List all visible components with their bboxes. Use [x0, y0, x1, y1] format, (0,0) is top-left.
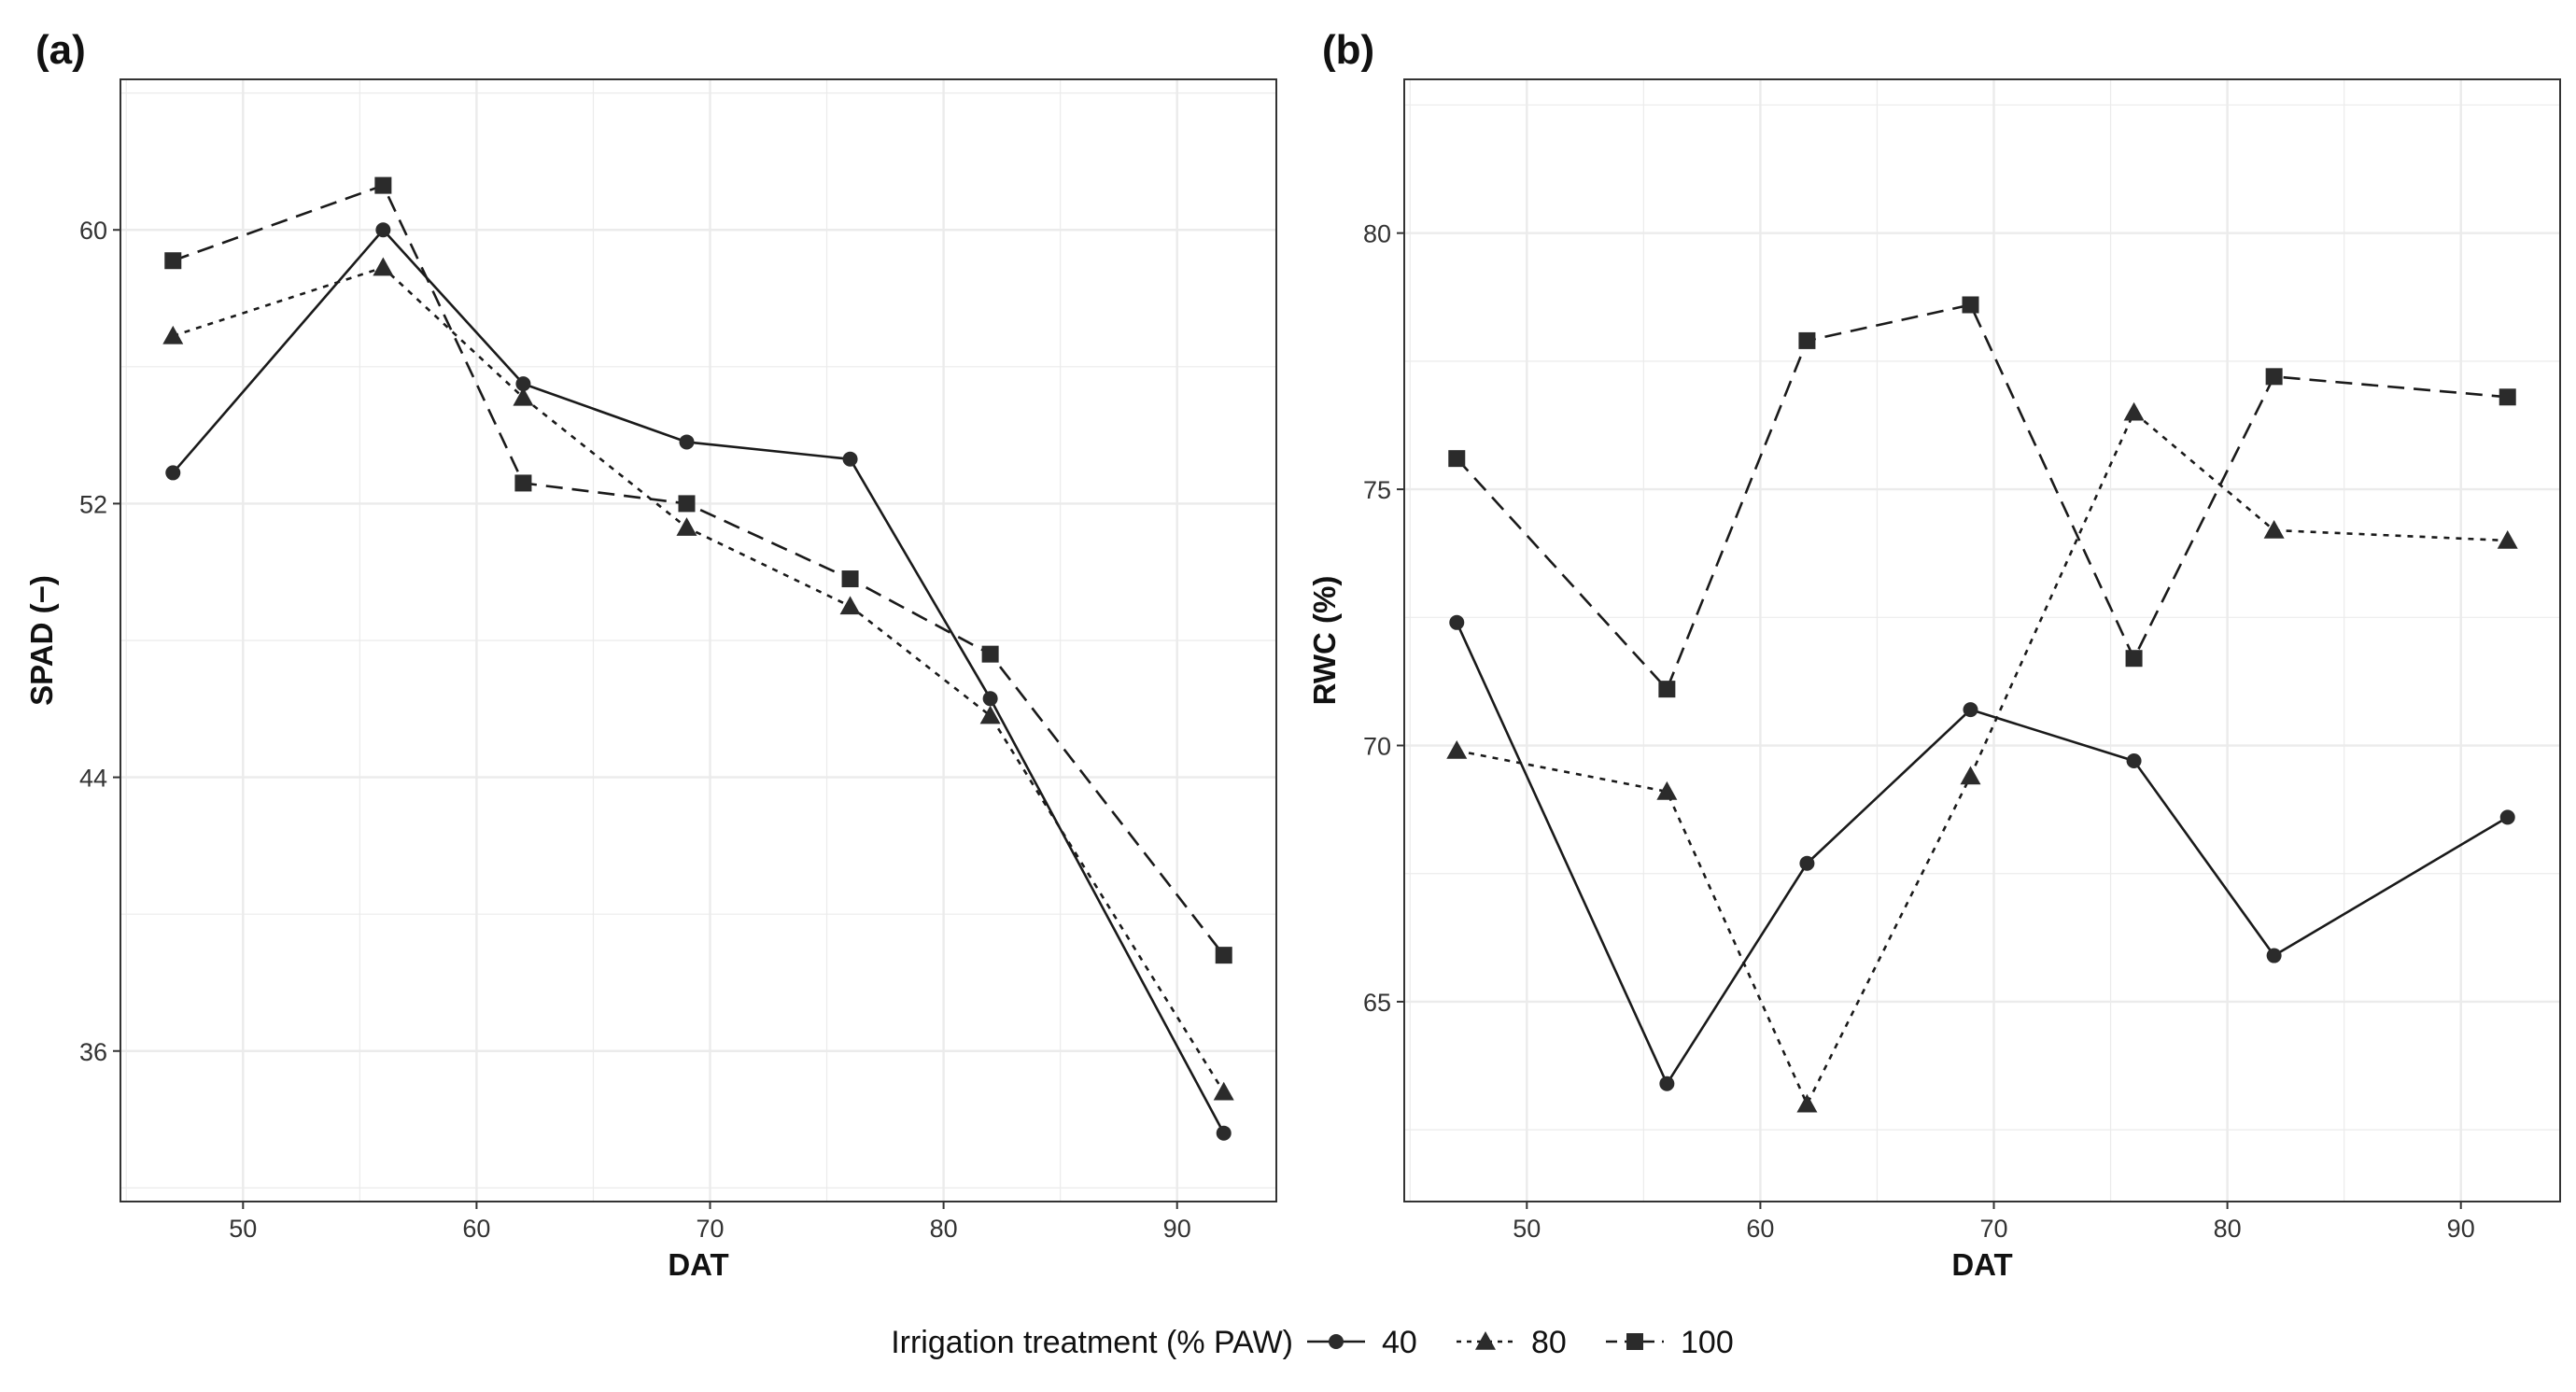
data-point-80 — [1960, 766, 1981, 785]
data-point-40 — [1963, 702, 1978, 718]
legend-items: 40 80 100 — [1307, 1325, 1734, 1360]
data-point-40 — [1799, 855, 1815, 871]
data-point-40 — [165, 465, 181, 481]
data-point-80 — [1656, 780, 1678, 800]
panel-b: 50 60 70 80 90 65 70 75 80 (b) DAT RWC (%) — [1307, 27, 2561, 1282]
plot-frame — [120, 78, 1277, 1202]
data-point-100 — [981, 645, 999, 663]
data-point-80 — [1446, 740, 1468, 759]
x-tick-label: 90 — [2447, 1215, 2475, 1243]
data-point-40 — [375, 222, 391, 238]
y-axis-title: RWC (%) — [1307, 576, 1342, 706]
data-point-40 — [982, 691, 998, 707]
legend-key-marker — [1475, 1331, 1496, 1350]
panel-label: (a) — [35, 27, 86, 73]
data-point-80 — [839, 596, 861, 615]
data-point-40 — [2126, 752, 2142, 768]
y-tick-label: 52 — [79, 490, 107, 518]
y-axis-title: SPAD (−) — [24, 575, 59, 706]
data-point-80 — [2263, 519, 2285, 539]
legend-item-label: 40 — [1382, 1325, 1417, 1360]
data-point-40 — [1449, 614, 1465, 630]
data-point-100 — [1962, 296, 1979, 314]
data-point-40 — [1659, 1076, 1675, 1091]
data-point-80 — [162, 325, 184, 344]
x-axis-title: DAT — [668, 1247, 728, 1282]
x-tick-label: 80 — [930, 1215, 958, 1243]
legend-item-100: 100 — [1606, 1325, 1734, 1360]
y-tick-label: 75 — [1363, 476, 1391, 504]
y-tick-label: 65 — [1363, 989, 1391, 1017]
data-point-40 — [2266, 948, 2282, 963]
x-tick-label: 50 — [1513, 1215, 1541, 1243]
y-tick-label: 36 — [79, 1038, 107, 1066]
data-point-80 — [1213, 1081, 1234, 1101]
data-point-80 — [979, 705, 1001, 724]
data-point-40 — [842, 451, 858, 467]
legend-item-label: 100 — [1681, 1325, 1734, 1360]
y-tick-label: 70 — [1363, 733, 1391, 761]
legend: Irrigation treatment (% PAW) 40 80 100 — [891, 1325, 1734, 1360]
x-tick-label: 80 — [2214, 1215, 2242, 1243]
panel-a: 50 60 70 80 90 36 44 52 60 (a) DAT SPAD (−) — [24, 27, 1277, 1282]
plot-frame — [1403, 78, 2561, 1202]
legend-key-marker — [1329, 1334, 1344, 1349]
y-tick-label: 80 — [1363, 220, 1391, 248]
data-point-100 — [678, 495, 696, 513]
data-point-80 — [373, 257, 394, 276]
x-tick-label: 60 — [1746, 1215, 1774, 1243]
panel-label: (b) — [1322, 27, 1374, 73]
legend-item-40: 40 — [1307, 1325, 1417, 1360]
data-point-80 — [2497, 529, 2518, 549]
data-point-80 — [2123, 401, 2145, 421]
data-point-40 — [2499, 809, 2515, 825]
x-tick-label: 50 — [229, 1215, 257, 1243]
x-tick-label: 70 — [696, 1215, 724, 1243]
x-axis-title: DAT — [1951, 1247, 2012, 1282]
data-point-80 — [513, 387, 534, 406]
data-point-100 — [1215, 947, 1232, 964]
y-tick-label: 44 — [79, 765, 107, 793]
data-point-100 — [2125, 650, 2143, 668]
data-point-100 — [514, 474, 532, 492]
data-point-100 — [2499, 388, 2516, 406]
legend-item-80: 80 — [1457, 1325, 1567, 1360]
data-point-80 — [1796, 1093, 1818, 1113]
data-point-100 — [1658, 681, 1676, 698]
legend-title: Irrigation treatment (% PAW) — [891, 1325, 1293, 1360]
legend-key-marker — [1626, 1333, 1643, 1350]
data-point-100 — [374, 176, 392, 194]
data-point-100 — [164, 252, 182, 270]
data-point-40 — [515, 376, 531, 392]
data-point-100 — [2265, 368, 2283, 386]
plot-background — [1404, 79, 2560, 1202]
data-point-40 — [1216, 1125, 1232, 1141]
x-tick-label: 60 — [462, 1215, 490, 1243]
data-point-100 — [1798, 331, 1816, 349]
data-point-80 — [676, 517, 697, 536]
data-point-100 — [1448, 450, 1466, 468]
data-point-100 — [841, 570, 859, 588]
legend-item-label: 80 — [1531, 1325, 1567, 1360]
data-point-40 — [679, 434, 695, 450]
x-tick-label: 70 — [1979, 1215, 2007, 1243]
y-tick-label: 60 — [79, 217, 107, 245]
x-tick-label: 90 — [1163, 1215, 1191, 1243]
